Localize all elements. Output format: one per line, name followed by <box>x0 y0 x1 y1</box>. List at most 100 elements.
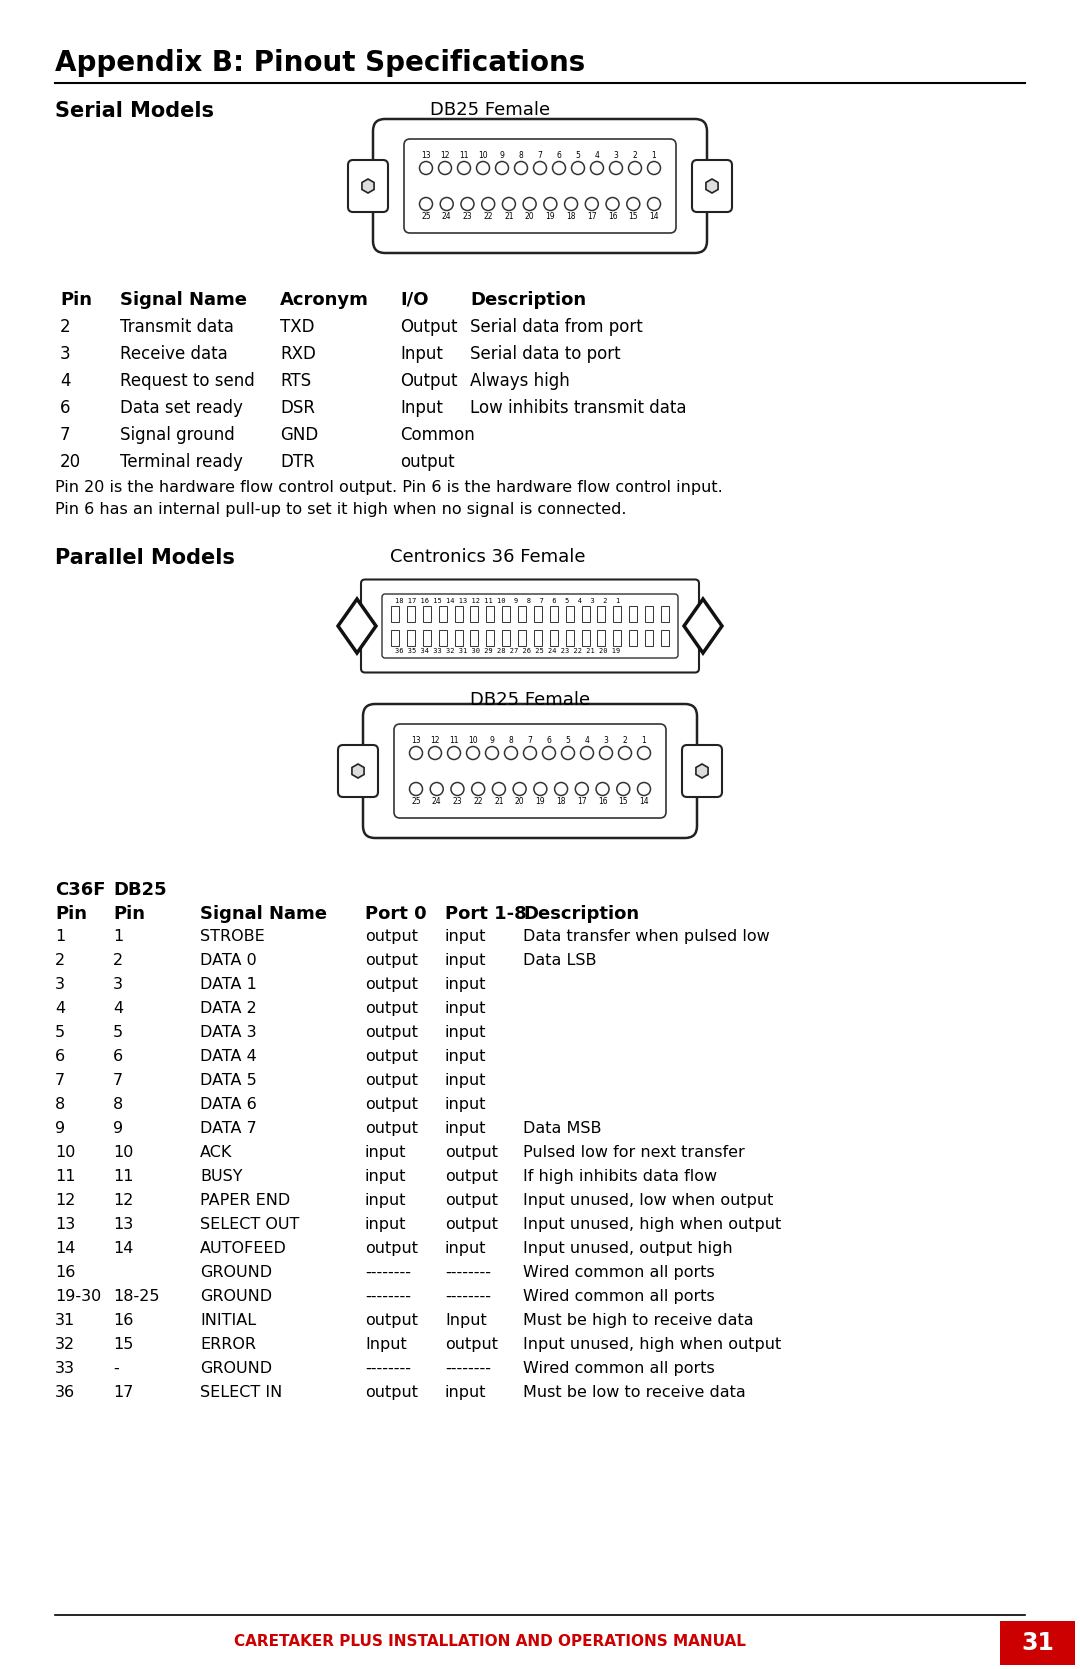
Text: 16: 16 <box>608 212 618 220</box>
Text: Low inhibits transmit data: Low inhibits transmit data <box>470 399 687 417</box>
Text: input: input <box>445 1097 486 1112</box>
Circle shape <box>585 197 598 210</box>
Text: Transmit data: Transmit data <box>120 319 234 335</box>
Bar <box>597 606 606 623</box>
Text: 6: 6 <box>60 399 70 417</box>
Text: Input: Input <box>400 399 443 417</box>
Text: input: input <box>365 1217 406 1232</box>
Text: 6: 6 <box>113 1050 123 1065</box>
Bar <box>597 629 606 646</box>
Text: Serial Models: Serial Models <box>55 102 214 120</box>
Polygon shape <box>352 764 364 778</box>
Text: 24: 24 <box>442 212 451 220</box>
Text: Pin 20 is the hardware flow control output. Pin 6 is the hardware flow control i: Pin 20 is the hardware flow control outp… <box>55 481 723 496</box>
Text: output: output <box>365 1097 418 1112</box>
Text: output: output <box>445 1337 498 1352</box>
Circle shape <box>609 162 622 175</box>
Text: output: output <box>365 1073 418 1088</box>
Circle shape <box>513 783 526 796</box>
Polygon shape <box>362 179 374 194</box>
Text: Output: Output <box>400 372 458 391</box>
Text: SELECT OUT: SELECT OUT <box>200 1217 299 1232</box>
Text: 13: 13 <box>55 1217 76 1232</box>
Text: DTR: DTR <box>280 452 314 471</box>
Circle shape <box>492 783 505 796</box>
Text: input: input <box>445 1073 486 1088</box>
Text: 5: 5 <box>113 1025 123 1040</box>
Text: 22: 22 <box>473 798 483 806</box>
Text: 36 35 34 33 32 31 30 29 28 27 26 25 24 23 22 21 20 19: 36 35 34 33 32 31 30 29 28 27 26 25 24 2… <box>395 648 620 654</box>
Circle shape <box>409 783 422 796</box>
Text: 14: 14 <box>639 798 649 806</box>
Circle shape <box>523 197 536 210</box>
Text: -: - <box>113 1360 119 1375</box>
Polygon shape <box>684 599 723 653</box>
Text: 12: 12 <box>55 1193 76 1208</box>
Circle shape <box>482 197 495 210</box>
Text: 17: 17 <box>113 1385 133 1400</box>
Bar <box>550 606 558 623</box>
Text: RTS: RTS <box>280 372 311 391</box>
Text: input: input <box>445 1242 486 1257</box>
Text: 1: 1 <box>651 150 657 160</box>
Circle shape <box>637 746 650 759</box>
Text: --------: -------- <box>445 1360 491 1375</box>
Bar <box>534 606 542 623</box>
Text: INITIAL: INITIAL <box>200 1314 256 1329</box>
Circle shape <box>599 746 612 759</box>
Circle shape <box>542 746 555 759</box>
Circle shape <box>514 162 527 175</box>
Text: output: output <box>365 1385 418 1400</box>
Text: input: input <box>365 1145 406 1160</box>
Circle shape <box>451 783 464 796</box>
Text: 33: 33 <box>55 1360 75 1375</box>
Text: 15: 15 <box>629 212 638 220</box>
Bar <box>518 629 526 646</box>
Circle shape <box>576 783 589 796</box>
Text: GROUND: GROUND <box>200 1360 272 1375</box>
Text: 15: 15 <box>619 798 629 806</box>
Text: If high inhibits data flow: If high inhibits data flow <box>523 1168 717 1183</box>
Bar <box>455 606 462 623</box>
Circle shape <box>606 197 619 210</box>
Bar <box>422 629 431 646</box>
Text: input: input <box>445 976 486 991</box>
Text: 5: 5 <box>576 150 580 160</box>
Text: Must be low to receive data: Must be low to receive data <box>523 1385 746 1400</box>
Text: 4: 4 <box>595 150 599 160</box>
Circle shape <box>441 197 454 210</box>
Text: 3: 3 <box>55 976 65 991</box>
Circle shape <box>619 746 632 759</box>
Text: 8: 8 <box>518 150 524 160</box>
Text: output: output <box>365 1314 418 1329</box>
Text: DATA 5: DATA 5 <box>200 1073 257 1088</box>
Text: 20: 20 <box>525 212 535 220</box>
Text: 21: 21 <box>495 798 503 806</box>
Bar <box>582 629 590 646</box>
Text: Input unused, output high: Input unused, output high <box>523 1242 732 1257</box>
Text: 25: 25 <box>411 798 421 806</box>
Circle shape <box>555 783 568 796</box>
Text: 2: 2 <box>113 953 123 968</box>
Bar <box>1000 1621 1075 1666</box>
Text: 8: 8 <box>113 1097 123 1112</box>
Text: Pin 6 has an internal pull-up to set it high when no signal is connected.: Pin 6 has an internal pull-up to set it … <box>55 502 626 517</box>
Text: 19: 19 <box>545 212 555 220</box>
Circle shape <box>419 197 432 210</box>
Text: 8: 8 <box>509 736 513 744</box>
Text: 7: 7 <box>113 1073 123 1088</box>
Text: 22: 22 <box>484 212 492 220</box>
Circle shape <box>534 783 546 796</box>
Text: 19: 19 <box>536 798 545 806</box>
Text: 14: 14 <box>113 1242 133 1257</box>
Text: 17: 17 <box>577 798 586 806</box>
Text: STROBE: STROBE <box>200 930 265 945</box>
Bar <box>534 629 542 646</box>
Text: 13: 13 <box>113 1217 133 1232</box>
FancyBboxPatch shape <box>382 594 678 658</box>
Text: Must be high to receive data: Must be high to receive data <box>523 1314 754 1329</box>
Text: Parallel Models: Parallel Models <box>55 547 234 567</box>
Text: RXD: RXD <box>280 345 315 362</box>
Bar <box>486 629 495 646</box>
Text: 4: 4 <box>113 1001 123 1016</box>
